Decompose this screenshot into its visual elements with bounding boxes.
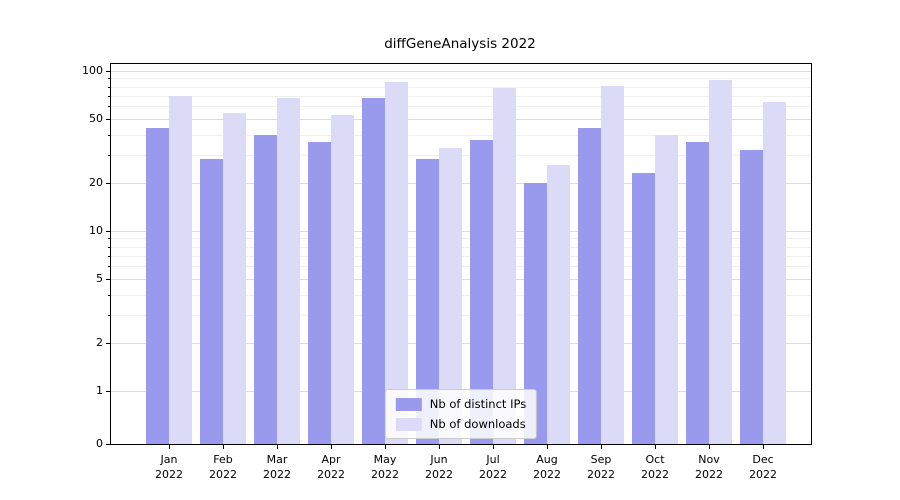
major-gridline [111,119,811,121]
bar-distinct-ips-oct [632,173,655,444]
bar-downloads-apr [331,115,354,444]
bar-distinct-ips-sep [578,128,601,444]
minor-gridline [111,86,811,88]
x-axis-tick [655,445,656,449]
y-axis-tick-label: 5 [96,272,103,286]
y-axis-minor-tick [108,314,111,316]
minor-gridline [111,78,811,80]
x-axis-tick-label: Dec 2022 [749,453,777,481]
x-axis-tick-label: Nov 2022 [695,453,723,481]
legend-label-downloads: Nb of downloads [429,417,526,431]
y-axis-tick-label: 20 [89,175,103,189]
x-axis-tick-label: Jan 2022 [155,453,183,481]
major-gridline [111,71,811,72]
minor-gridline [111,134,811,136]
x-axis-tick-label: Oct 2022 [641,453,669,481]
chart-title: diffGeneAnalysis 2022 [384,36,536,52]
bar-distinct-ips-nov [686,141,709,444]
y-axis-tick [106,71,111,72]
x-axis-tick [385,445,386,449]
bar-distinct-ips-dec [740,150,763,444]
legend: Nb of distinct IPs Nb of downloads [384,389,538,439]
x-axis-tick-label: May 2022 [371,453,399,481]
bar-downloads-jan [169,95,192,444]
bar-distinct-ips-jul [470,140,493,444]
bar-downloads-jun [439,148,462,444]
y-axis-tick-label: 0 [96,437,103,450]
y-axis-minor-tick [108,106,111,108]
x-axis-tick [331,445,332,449]
x-axis-tick-label: Aug 2022 [533,453,561,481]
bar-downloads-mar [277,97,300,444]
y-axis-minor-tick [108,86,111,88]
x-axis-tick [601,445,602,449]
x-axis-tick [547,445,548,449]
x-axis-tick [223,445,224,449]
y-axis-minor-tick [108,255,111,257]
bar-distinct-ips-jun [416,159,439,444]
x-axis-tick [439,445,440,449]
bar-distinct-ips-mar [254,134,277,444]
x-axis-tick [709,445,710,449]
minor-gridline [111,95,811,97]
y-axis-tick [106,119,111,121]
y-axis-tick-label: 100 [82,64,103,77]
bar-downloads-nov [709,79,732,444]
bar-downloads-may [385,82,408,444]
x-axis-tick-label: Jun 2022 [425,453,453,481]
y-axis-tick [106,182,111,184]
y-axis-minor-tick [108,238,111,240]
y-axis-tick-label: 10 [89,224,103,237]
plot-area: Nb of distinct IPs Nb of downloads 0 1 2 5 1… [82,63,812,481]
y-axis-tick [106,279,111,281]
y-axis-tick [106,444,111,445]
y-axis-tick [106,391,111,392]
bar-distinct-ips-apr [308,141,331,444]
legend-label-distinct-ips: Nb of distinct IPs [429,397,527,411]
x-axis-tick [169,445,170,449]
legend-swatch-downloads [395,417,422,431]
y-axis-tick [106,342,111,344]
bar-downloads-aug [547,164,570,444]
y-axis-minor-tick [108,78,111,80]
bar-distinct-ips-aug [524,182,547,444]
y-axis-minor-tick [108,246,111,248]
y-axis-tick [106,231,111,232]
y-axis-minor-tick [108,95,111,97]
x-axis-tick [277,445,278,449]
y-axis-minor-tick [108,266,111,268]
bar-distinct-ips-may [362,97,385,444]
bar-distinct-ips-feb [200,159,223,444]
legend-item-downloads: Nb of downloads [395,417,526,431]
y-axis-minor-tick [108,294,111,296]
bar-distinct-ips-jan [146,128,169,444]
x-axis-tick-label: Mar 2022 [263,453,291,481]
y-axis-tick-label: 50 [89,112,103,126]
y-axis-minor-tick [108,134,111,136]
y-axis-minor-tick [108,154,111,156]
legend-item-distinct-ips: Nb of distinct IPs [395,397,527,411]
bar-downloads-jul [493,88,516,444]
bar-downloads-dec [763,102,786,444]
bar-downloads-oct [655,134,678,444]
minor-gridline [111,106,811,108]
y-axis-tick-label: 1 [96,384,103,397]
x-axis-tick-label: Apr 2022 [317,453,345,481]
x-axis-tick [493,445,494,449]
x-axis-tick [763,445,764,449]
y-axis-tick-label: 2 [96,335,103,349]
bar-downloads-sep [601,85,624,444]
x-axis-tick-label: Sep 2022 [587,453,615,481]
x-axis-tick-label: Feb 2022 [209,453,237,481]
legend-swatch-distinct-ips [395,397,422,411]
bar-downloads-feb [223,112,246,444]
x-axis-tick-label: Jul 2022 [479,453,507,481]
